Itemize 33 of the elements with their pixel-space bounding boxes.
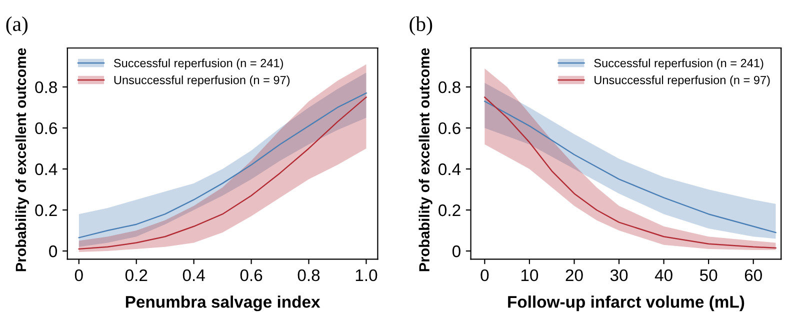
- y-tick-label: 0: [452, 245, 460, 258]
- chart-title: (b): [410, 16, 432, 36]
- x-tick-label: 50: [700, 269, 718, 282]
- x-tick-label: 0: [480, 269, 489, 282]
- x-tick-label: 0.2: [125, 269, 148, 282]
- x-tick-label: 60: [744, 269, 762, 282]
- x-tick-label: 30: [610, 269, 628, 282]
- y-tick-label: 0.6: [35, 122, 57, 134]
- x-tick-label: 0.6: [240, 269, 262, 282]
- y-tick-label: 0.2: [438, 204, 460, 216]
- x-axis-title: Follow-up infarct volume (mL): [508, 296, 744, 312]
- y-axis-title: Probability of excellent outcome: [15, 48, 29, 272]
- chart-title: (a): [6, 16, 28, 36]
- x-tick-label: 40: [654, 269, 672, 282]
- y-tick-label: 0.6: [438, 122, 460, 134]
- x-tick-label: 0.8: [298, 269, 320, 282]
- legend-label: Successful reperfusion (n = 241): [114, 58, 283, 70]
- x-axis-title: Penumbra salvage index: [126, 296, 320, 312]
- y-tick-label: 0.8: [438, 81, 460, 94]
- y-tick-label: 0.4: [35, 163, 58, 176]
- y-tick-label: 0: [49, 245, 58, 258]
- x-tick-label: 0: [74, 269, 83, 282]
- x-tick-label: 0.4: [182, 269, 205, 282]
- x-tick-label: 20: [566, 269, 583, 282]
- y-tick-label: 0.2: [35, 204, 57, 216]
- legend-label: Unsuccessful reperfusion (n = 97): [114, 76, 290, 87]
- legend-label: Unsuccessful reperfusion (n = 97): [594, 76, 770, 87]
- y-axis-title: Probability of excellent outcome: [418, 48, 432, 272]
- x-tick-label: 10: [521, 269, 538, 282]
- legend-label: Successful reperfusion (n = 241): [594, 58, 764, 70]
- x-tick-label: 1.0: [356, 269, 378, 282]
- y-tick-label: 0.8: [35, 81, 57, 94]
- y-tick-label: 0.4: [438, 163, 461, 176]
